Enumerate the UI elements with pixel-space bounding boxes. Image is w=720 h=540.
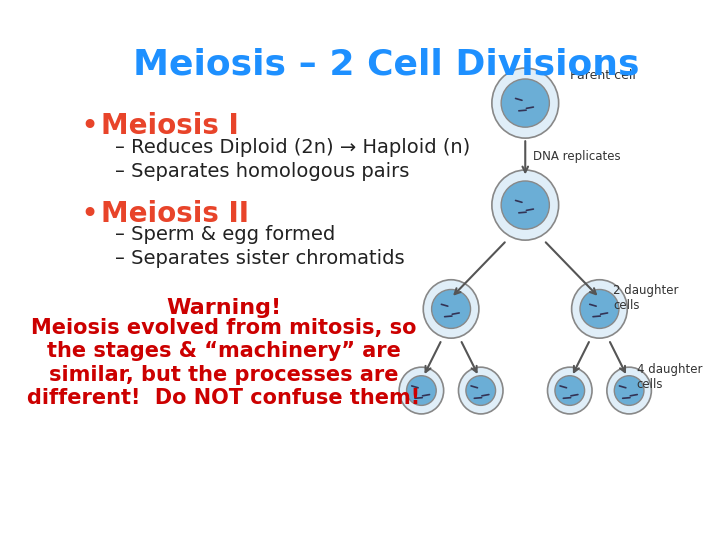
Text: – Reduces Diploid (2n) → Haploid (n): – Reduces Diploid (2n) → Haploid (n) [115, 138, 471, 157]
Ellipse shape [572, 280, 627, 338]
Ellipse shape [614, 376, 644, 406]
Text: Meiosis II: Meiosis II [101, 200, 248, 228]
Ellipse shape [607, 367, 652, 414]
Text: DNA replicates: DNA replicates [533, 150, 621, 164]
Ellipse shape [407, 376, 436, 406]
Ellipse shape [399, 367, 444, 414]
Ellipse shape [547, 367, 592, 414]
Text: 4 daughter
cells: 4 daughter cells [636, 363, 702, 390]
Text: Parent cell: Parent cell [570, 69, 636, 82]
Ellipse shape [466, 376, 495, 406]
Ellipse shape [492, 68, 559, 138]
Ellipse shape [501, 181, 549, 229]
Text: – Separates homologous pairs: – Separates homologous pairs [115, 161, 410, 180]
Text: Meiosis I: Meiosis I [101, 112, 238, 140]
Ellipse shape [459, 367, 503, 414]
Ellipse shape [431, 289, 471, 328]
Text: 2 daughter
cells: 2 daughter cells [613, 284, 679, 312]
Text: •: • [80, 112, 98, 141]
Text: Meiosis evolved from mitosis, so
the stages & “machinery” are
similar, but the p: Meiosis evolved from mitosis, so the sta… [27, 318, 420, 408]
Text: •: • [80, 200, 98, 230]
Ellipse shape [501, 79, 549, 127]
Text: Warning!: Warning! [166, 298, 282, 318]
Ellipse shape [423, 280, 479, 338]
Text: – Separates sister chromatids: – Separates sister chromatids [115, 249, 405, 268]
Ellipse shape [555, 376, 585, 406]
Text: Meiosis – 2 Cell Divisions: Meiosis – 2 Cell Divisions [133, 48, 639, 82]
Ellipse shape [580, 289, 619, 328]
Ellipse shape [492, 170, 559, 240]
Text: – Sperm & egg formed: – Sperm & egg formed [115, 226, 336, 245]
